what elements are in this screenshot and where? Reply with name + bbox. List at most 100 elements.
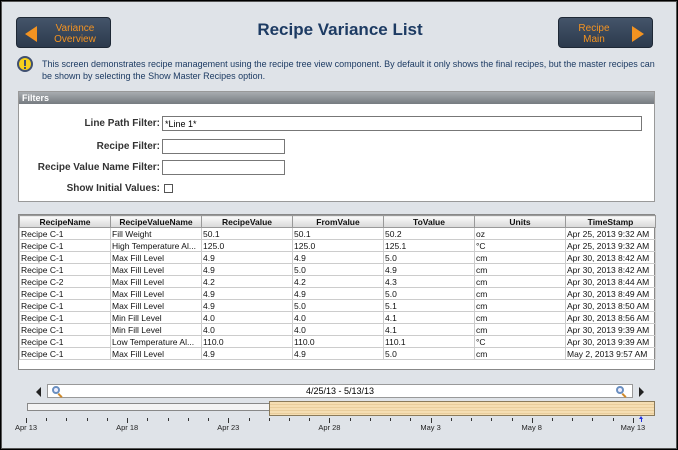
column-header[interactable]: ToValue (383, 215, 475, 228)
line-path-filter-input[interactable] (162, 116, 642, 131)
table-cell: 4.0 (201, 311, 293, 324)
table-row[interactable]: Recipe C-1 Low Temperature Al... 110.0 110.… (19, 335, 656, 348)
timeline-tick (349, 418, 351, 421)
table-row[interactable]: Recipe C-1 Max Fill Level 4.9 5.0 5.1 cm Apr 3… (19, 299, 656, 312)
table-cell: 4.9 (292, 347, 384, 360)
warning-icon (17, 56, 33, 72)
table-cell: Max Fill Level (110, 299, 202, 312)
table-cell: 110.1 (383, 335, 475, 348)
recipe-filter-input[interactable] (162, 139, 285, 154)
show-initial-checkbox[interactable] (164, 184, 173, 193)
table-row[interactable]: Recipe C-1 Max Fill Level 4.9 4.9 5.0 cm Apr 3… (19, 251, 656, 264)
zoom-in-icon[interactable] (616, 386, 624, 394)
timeline-selection-handle[interactable] (269, 401, 655, 416)
table-cell: Apr 30, 2013 8:44 AM (565, 275, 656, 288)
value-name-filter-input[interactable] (162, 160, 285, 175)
column-header[interactable]: RecipeName (19, 215, 111, 228)
value-name-filter-label: Recipe Value Name Filter: (37, 162, 160, 173)
page-title: Recipe Variance List (257, 20, 423, 39)
timeline-tick (430, 418, 432, 423)
timeline-tick (26, 418, 27, 423)
table-cell: 4.9 (292, 251, 384, 264)
table-cell: 4.9 (201, 347, 293, 360)
button-label: Overview (54, 34, 96, 45)
table-cell: cm (474, 287, 566, 300)
timeline-tick (511, 418, 513, 421)
timeline-tick (390, 418, 392, 421)
column-header[interactable]: TimeStamp (565, 215, 656, 228)
timeline-range-box: 4/25/13 - 5/13/13 (47, 384, 633, 398)
show-initial-label: Show Initial Values: (66, 183, 160, 194)
variance-overview-button[interactable]: Variance Overview (16, 17, 111, 48)
timeline-tick (167, 418, 169, 421)
table-cell: 4.0 (292, 323, 384, 336)
table-row[interactable]: Recipe C-1 Fill Weight 50.1 50.1 50.2 oz Apr 2… (19, 227, 656, 240)
table-row[interactable]: Recipe C-1 High Temperature Al... 125.0 125… (19, 239, 656, 252)
table-cell: Recipe C-1 (19, 263, 111, 276)
table-row[interactable]: Recipe C-1 Max Fill Level 4.9 4.9 5.0 cm Apr 3… (19, 287, 656, 300)
table-row[interactable]: Recipe C-1 Min Fill Level 4.0 4.0 4.1 cm Apr 3… (19, 311, 656, 324)
timeline-tick-label: Apr 18 (116, 423, 139, 432)
column-header[interactable]: RecipeValue (201, 215, 293, 228)
table-cell: 5.1 (383, 299, 475, 312)
table-cell: Max Fill Level (110, 275, 202, 288)
table-cell: Recipe C-1 (19, 239, 111, 252)
timeline-tick (572, 418, 574, 421)
timeline-tick-label: Apr 28 (318, 423, 341, 432)
timeline-tick (187, 418, 189, 421)
zoom-out-icon[interactable] (52, 386, 60, 394)
button-label: Variance (55, 23, 95, 34)
table-cell: Apr 30, 2013 8:56 AM (565, 311, 656, 324)
table-row[interactable]: Recipe C-1 Max Fill Level 4.9 5.0 4.9 cm Apr 3… (19, 263, 656, 276)
line-path-label: Line Path Filter: (84, 118, 160, 129)
arrow-left-icon (25, 26, 37, 42)
timeline-track[interactable] (27, 403, 270, 411)
table-cell: cm (474, 251, 566, 264)
table-row[interactable]: Recipe C-1 Min Fill Level 4.0 4.0 4.1 cm Apr 3… (19, 323, 656, 336)
column-header[interactable]: Units (474, 215, 566, 228)
table-row[interactable]: Recipe C-2 Max Fill Level 4.2 4.2 4.3 cm Apr 3… (19, 275, 656, 288)
table-cell: 4.3 (383, 275, 475, 288)
table-cell: 5.0 (383, 347, 475, 360)
table-cell: 110.0 (292, 335, 384, 348)
table-cell: Apr 30, 2013 8:50 AM (565, 299, 656, 312)
table-cell: cm (474, 263, 566, 276)
timeline-tick (309, 418, 311, 421)
table-row[interactable]: Recipe C-1 Max Fill Level 4.9 4.9 5.0 cm May 2… (19, 347, 656, 360)
table-cell: Min Fill Level (110, 311, 202, 324)
timeline-tick (592, 418, 594, 421)
timeline-tick-label: May 3 (420, 423, 441, 432)
table-cell: Recipe C-1 (19, 287, 111, 300)
timeline-scroll-right-button[interactable] (639, 387, 644, 397)
recipe-main-button[interactable]: Recipe Main (558, 17, 653, 48)
table-cell: cm (474, 275, 566, 288)
table-cell: cm (474, 347, 566, 360)
timeline-scroll-left-button[interactable] (36, 387, 41, 397)
column-header[interactable]: RecipeValueName (110, 215, 202, 228)
timeline-tick-label: Apr 23 (217, 423, 240, 432)
timeline-tick (612, 418, 614, 421)
table-cell: 50.2 (383, 227, 475, 240)
table-cell: Fill Weight (110, 227, 202, 240)
timeline-tick-label: May 13 (620, 423, 646, 432)
table-cell: 125.1 (383, 239, 475, 252)
column-header[interactable]: FromValue (292, 215, 384, 228)
table-cell: 50.1 (201, 227, 293, 240)
table-cell: Recipe C-1 (19, 227, 111, 240)
table-cell: Recipe C-1 (19, 251, 111, 264)
table-cell: Max Fill Level (110, 347, 202, 360)
table-cell: 110.0 (201, 335, 293, 348)
button-label: Main (583, 34, 605, 45)
table-cell: 5.0 (292, 299, 384, 312)
table-cell: 4.9 (201, 251, 293, 264)
table-cell: 4.9 (201, 263, 293, 276)
table-cell: 50.1 (292, 227, 384, 240)
table-cell: 125.0 (292, 239, 384, 252)
description-text: This screen demonstrates recipe manageme… (42, 59, 655, 81)
recipe-filter-label: Recipe Filter: (96, 141, 160, 152)
table-cell: Low Temperature Al... (110, 335, 202, 348)
table-cell: 4.0 (201, 323, 293, 336)
table-cell: °C (474, 335, 566, 348)
table-cell: 4.1 (383, 311, 475, 324)
